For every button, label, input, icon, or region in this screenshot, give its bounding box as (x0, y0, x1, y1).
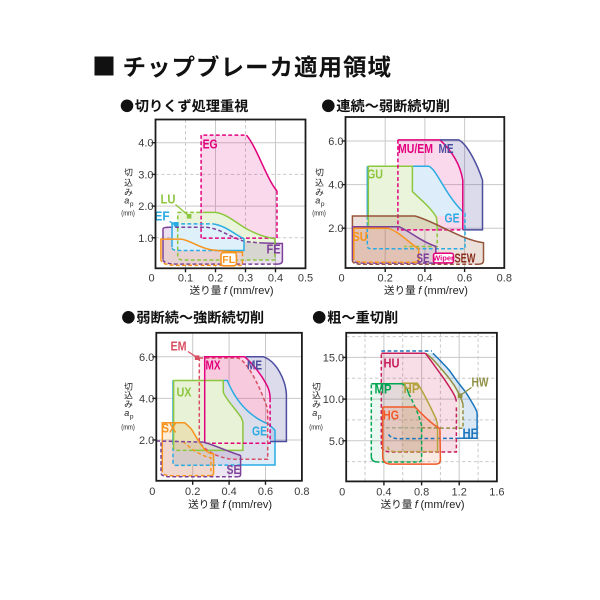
svg-text:HW: HW (472, 376, 489, 390)
svg-text:0.6: 0.6 (258, 486, 273, 498)
svg-text:SX: SX (162, 422, 178, 436)
svg-text:EG: EG (203, 138, 218, 152)
svg-text:a: a (312, 408, 317, 418)
svg-text:FE: FE (267, 243, 281, 257)
svg-text:a: a (315, 195, 320, 205)
svg-text:EM: EM (171, 340, 187, 354)
svg-text:(mm): (mm) (121, 211, 135, 218)
svg-text:0.8: 0.8 (294, 486, 309, 498)
svg-text:(mm): (mm) (312, 211, 326, 218)
svg-text:10.0: 10.0 (323, 394, 344, 406)
svg-text:f: f (415, 499, 419, 511)
svg-text:p: p (130, 413, 134, 420)
svg-text:ME: ME (439, 142, 454, 156)
svg-text:0.5: 0.5 (298, 273, 313, 285)
svg-text:MP: MP (375, 383, 392, 397)
svg-text:6.0: 6.0 (328, 136, 343, 148)
svg-text:0.1: 0.1 (178, 273, 193, 285)
svg-text:a: a (124, 408, 129, 418)
svg-text:0.3: 0.3 (238, 273, 253, 285)
svg-text:Wiper: Wiper (433, 254, 454, 263)
svg-text:(mm): (mm) (121, 425, 135, 432)
svg-text:0.2: 0.2 (378, 272, 393, 284)
svg-text:HP: HP (404, 382, 420, 396)
svg-text:EF: EF (155, 210, 170, 224)
svg-text:(mm/rev): (mm/rev) (424, 285, 468, 297)
svg-text:p: p (130, 201, 134, 208)
svg-text:4.0: 4.0 (328, 180, 343, 192)
svg-text:6.0: 6.0 (139, 352, 154, 364)
svg-text:4.0: 4.0 (139, 393, 154, 405)
svg-text:(mm/rev): (mm/rev) (228, 499, 272, 511)
svg-text:1.6: 1.6 (489, 486, 504, 498)
svg-text:1.2: 1.2 (452, 486, 467, 498)
svg-text:SE: SE (227, 463, 241, 477)
svg-text:3.0: 3.0 (138, 169, 153, 181)
svg-text:HU: HU (384, 357, 400, 371)
svg-text:0: 0 (339, 486, 345, 498)
svg-text:0.6: 0.6 (457, 272, 472, 284)
svg-text:0.4: 0.4 (221, 486, 236, 498)
svg-text:SEW: SEW (455, 252, 476, 266)
svg-text:HG: HG (383, 409, 399, 423)
svg-text:0.4: 0.4 (376, 486, 391, 498)
svg-text:f: f (222, 499, 226, 511)
svg-text:0.8: 0.8 (414, 486, 429, 498)
svg-text:SE: SE (417, 252, 430, 266)
svg-text:f: f (224, 285, 228, 297)
svg-text:0.8: 0.8 (497, 272, 512, 284)
svg-text:2.0: 2.0 (328, 223, 343, 235)
svg-text:0.2: 0.2 (208, 273, 223, 285)
svg-text:ME: ME (247, 359, 262, 373)
svg-text:2.0: 2.0 (138, 201, 153, 213)
svg-text:SU: SU (353, 230, 368, 244)
svg-text:0.2: 0.2 (185, 486, 200, 498)
svg-text:FL: FL (222, 254, 235, 266)
svg-text:GE: GE (445, 212, 460, 226)
svg-text:p: p (318, 413, 322, 420)
svg-text:MU/EM: MU/EM (398, 142, 433, 156)
svg-text:UX: UX (177, 386, 193, 400)
svg-text:GE: GE (252, 425, 267, 439)
svg-text:0: 0 (148, 273, 154, 285)
svg-text:0: 0 (338, 272, 344, 284)
svg-text:0: 0 (149, 486, 155, 498)
svg-text:(mm/rev): (mm/rev) (230, 285, 274, 297)
svg-text:4.0: 4.0 (138, 138, 153, 150)
svg-text:LU: LU (161, 193, 176, 207)
svg-text:f: f (418, 285, 422, 297)
svg-text:MX: MX (206, 359, 222, 373)
svg-text:HF: HF (463, 427, 478, 441)
svg-text:(mm): (mm) (309, 425, 323, 432)
svg-text:15.0: 15.0 (323, 352, 344, 364)
svg-text:1.0: 1.0 (138, 233, 153, 245)
svg-text:p: p (321, 201, 325, 208)
svg-text:a: a (124, 195, 129, 205)
svg-text:5.0: 5.0 (329, 436, 344, 448)
svg-text:(mm/rev): (mm/rev) (421, 499, 465, 511)
svg-text:2.0: 2.0 (139, 435, 154, 447)
svg-text:0.4: 0.4 (417, 272, 432, 284)
svg-text:0.4: 0.4 (268, 273, 283, 285)
svg-text:GU: GU (367, 168, 383, 182)
